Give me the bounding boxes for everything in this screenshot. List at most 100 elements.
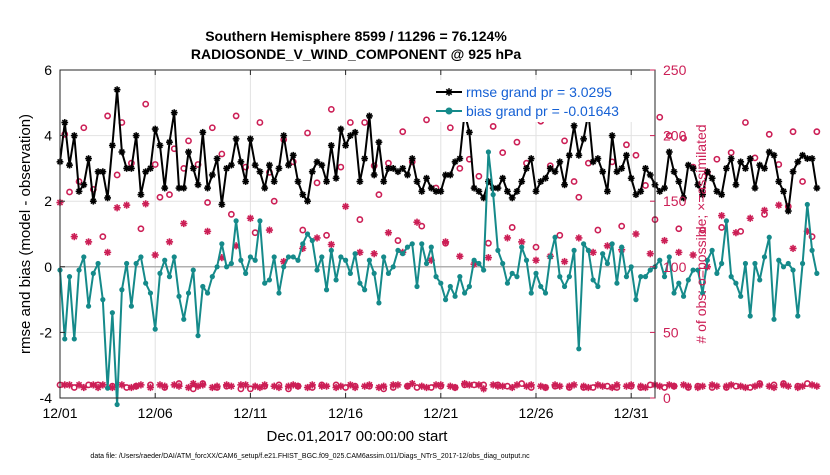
rmse-point: [808, 155, 816, 162]
bias-point: [495, 247, 501, 253]
bias-point: [352, 251, 358, 257]
x-axis-label: Dec.01,2017 00:00:00 start: [267, 428, 449, 445]
assimilated-marker: [94, 383, 102, 392]
y-tick-label: -2: [40, 324, 53, 340]
bias-point: [619, 244, 625, 250]
rmse-point: [89, 197, 97, 205]
rmse-point: [637, 187, 645, 195]
bias-point: [233, 218, 239, 224]
rmse-point: [518, 178, 526, 185]
rmse-point: [389, 165, 397, 172]
bias-point: [761, 254, 768, 260]
bias-point: [799, 260, 806, 267]
possible-marker: [675, 225, 683, 233]
assimilated-marker: [318, 382, 326, 390]
x-tick-label: 12/16: [328, 405, 363, 421]
bias-point: [371, 270, 377, 276]
assimilated-marker: [342, 202, 350, 211]
assimilated-marker: [146, 383, 155, 392]
bias-point: [433, 274, 439, 280]
legend-rmse-label: rmse grand pr = 3.0295: [466, 84, 612, 100]
assimilated-marker: [613, 381, 621, 389]
bias-point: [628, 264, 634, 270]
possible-marker: [561, 137, 568, 145]
possible-marker: [532, 243, 540, 251]
assimilated-marker: [503, 234, 512, 242]
assimilated-marker: [813, 382, 821, 390]
rmse-point: [784, 207, 792, 215]
possible-marker: [699, 226, 706, 234]
rmse-point: [427, 184, 435, 192]
y-tick-label: 4: [44, 128, 52, 144]
bias-point: [157, 270, 163, 276]
possible-marker: [204, 199, 211, 206]
bias-point: [514, 274, 520, 280]
x-tick-label: 12/31: [614, 405, 649, 421]
rmse-point: [370, 171, 378, 179]
rmse-point: [399, 165, 407, 172]
rmse-point: [789, 168, 797, 176]
bias-point: [442, 297, 449, 303]
bias-point: [509, 270, 515, 276]
possible-marker: [185, 137, 192, 145]
possible-marker: [513, 138, 521, 146]
bias-point: [533, 270, 539, 276]
assimilated-marker: [384, 229, 393, 237]
rmse-point: [394, 168, 402, 176]
bias-point: [419, 241, 425, 247]
assimilated-marker: [80, 383, 88, 392]
rmse-point: [351, 128, 359, 136]
possible-marker: [727, 149, 735, 157]
assimilated-marker: [151, 251, 159, 259]
possible-marker: [475, 172, 483, 180]
rmse-point: [627, 174, 635, 182]
possible-marker: [813, 128, 821, 136]
rmse-point: [113, 86, 121, 94]
bias-point: [395, 247, 401, 253]
bias-point: [581, 241, 587, 247]
bias-point: [719, 260, 725, 267]
bias-point: [462, 290, 468, 296]
y-axis-ticks: -4 -2 0 2 4 6: [40, 62, 65, 406]
bias-point: [471, 257, 477, 263]
x-tick-label: 12/21: [423, 405, 458, 421]
bias-point: [704, 257, 710, 263]
rmse-point: [523, 165, 530, 172]
bias-point: [281, 264, 287, 270]
rmse-point: [694, 181, 702, 189]
bias-point: [804, 201, 810, 208]
assimilated-marker: [641, 383, 650, 392]
bias-point: [62, 336, 68, 342]
assimilated-marker: [451, 383, 459, 392]
bias-point: [738, 293, 744, 299]
rmse-point: [546, 165, 554, 172]
assimilated-marker: [365, 381, 373, 389]
assimilated-marker: [184, 383, 193, 392]
assimilated-marker: [798, 382, 807, 390]
assimilated-marker: [713, 382, 721, 390]
rmse-point: [361, 155, 369, 162]
assimilated-marker: [746, 214, 754, 222]
assimilated-marker: [556, 382, 564, 390]
assimilated-marker: [108, 383, 116, 392]
bias-point: [304, 231, 311, 237]
bias-point: [128, 303, 134, 309]
x-tick-label: 12/26: [518, 405, 553, 421]
rmse-point: [737, 158, 745, 166]
rmse-point: [575, 151, 583, 159]
possible-marker: [394, 237, 402, 244]
rmse-point: [527, 155, 535, 162]
bias-point: [185, 290, 192, 296]
rmse-point: [137, 191, 145, 199]
y2-tick-label: 100: [663, 259, 687, 275]
rmse-point: [280, 132, 288, 139]
assimilated-marker: [770, 383, 778, 392]
rmse-point: [75, 187, 83, 195]
assimilated-marker: [513, 381, 521, 389]
assimilated-marker: [760, 206, 769, 214]
bias-point: [500, 260, 506, 267]
rmse-point: [456, 155, 464, 162]
y-tick-label: 0: [44, 259, 52, 275]
data-file-footnote: data file: /Users/raeder/DAI/ATM_forcXX/…: [90, 453, 530, 460]
legend-box: [430, 80, 646, 122]
